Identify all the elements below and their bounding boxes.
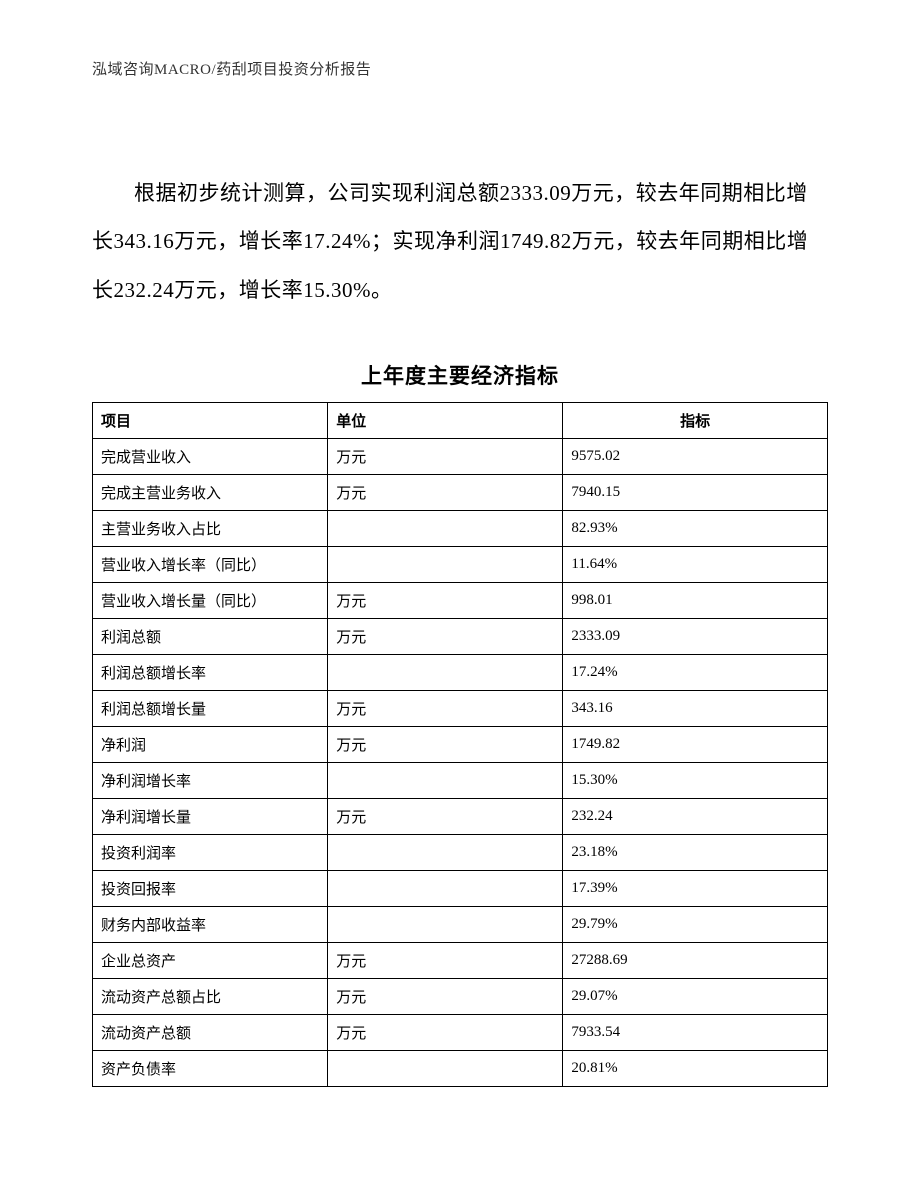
cell-item: 营业收入增长率（同比） (93, 546, 328, 582)
cell-indicator: 29.07% (563, 978, 828, 1014)
cell-indicator: 17.39% (563, 870, 828, 906)
cell-unit: 万元 (328, 618, 563, 654)
cell-unit: 万元 (328, 582, 563, 618)
summary-paragraph: 根据初步统计测算，公司实现利润总额2333.09万元，较去年同期相比增长343.… (92, 169, 828, 314)
page-container: 泓域咨询MACRO/药刮项目投资分析报告 根据初步统计测算，公司实现利润总额23… (0, 0, 920, 1191)
cell-unit: 万元 (328, 1014, 563, 1050)
cell-unit (328, 654, 563, 690)
cell-item: 财务内部收益率 (93, 906, 328, 942)
table-title: 上年度主要经济指标 (92, 360, 828, 390)
cell-indicator: 1749.82 (563, 726, 828, 762)
cell-indicator: 9575.02 (563, 438, 828, 474)
table-row: 完成营业收入 万元 9575.02 (93, 438, 828, 474)
table-header-row: 项目 单位 指标 (93, 402, 828, 438)
cell-item: 营业收入增长量（同比） (93, 582, 328, 618)
cell-unit (328, 762, 563, 798)
cell-item: 利润总额增长率 (93, 654, 328, 690)
col-header-indicator: 指标 (563, 402, 828, 438)
cell-unit: 万元 (328, 474, 563, 510)
cell-indicator: 29.79% (563, 906, 828, 942)
table-row: 利润总额增长率 17.24% (93, 654, 828, 690)
cell-item: 完成营业收入 (93, 438, 328, 474)
cell-unit (328, 870, 563, 906)
cell-item: 净利润增长量 (93, 798, 328, 834)
table-row: 利润总额增长量 万元 343.16 (93, 690, 828, 726)
cell-item: 净利润增长率 (93, 762, 328, 798)
col-header-item: 项目 (93, 402, 328, 438)
col-header-unit: 单位 (328, 402, 563, 438)
cell-unit: 万元 (328, 978, 563, 1014)
cell-indicator: 15.30% (563, 762, 828, 798)
table-row: 营业收入增长量（同比） 万元 998.01 (93, 582, 828, 618)
table-row: 营业收入增长率（同比） 11.64% (93, 546, 828, 582)
cell-unit (328, 1050, 563, 1086)
header-right: 药刮项目投资分析报告 (216, 62, 371, 78)
cell-unit: 万元 (328, 798, 563, 834)
cell-unit: 万元 (328, 690, 563, 726)
cell-indicator: 23.18% (563, 834, 828, 870)
cell-item: 流动资产总额占比 (93, 978, 328, 1014)
cell-unit (328, 510, 563, 546)
indicators-table: 项目 单位 指标 完成营业收入 万元 9575.02 完成主营业务收入 万元 7… (92, 402, 828, 1087)
cell-unit (328, 546, 563, 582)
cell-unit (328, 834, 563, 870)
table-row: 财务内部收益率 29.79% (93, 906, 828, 942)
cell-indicator: 232.24 (563, 798, 828, 834)
cell-item: 流动资产总额 (93, 1014, 328, 1050)
cell-indicator: 27288.69 (563, 942, 828, 978)
cell-indicator: 343.16 (563, 690, 828, 726)
table-body: 完成营业收入 万元 9575.02 完成主营业务收入 万元 7940.15 主营… (93, 438, 828, 1086)
cell-unit: 万元 (328, 942, 563, 978)
cell-item: 完成主营业务收入 (93, 474, 328, 510)
cell-item: 投资回报率 (93, 870, 328, 906)
table-row: 流动资产总额占比 万元 29.07% (93, 978, 828, 1014)
cell-item: 主营业务收入占比 (93, 510, 328, 546)
cell-unit (328, 906, 563, 942)
table-row: 资产负债率 20.81% (93, 1050, 828, 1086)
cell-indicator: 2333.09 (563, 618, 828, 654)
cell-indicator: 17.24% (563, 654, 828, 690)
table-row: 净利润增长量 万元 232.24 (93, 798, 828, 834)
table-row: 主营业务收入占比 82.93% (93, 510, 828, 546)
table-row: 企业总资产 万元 27288.69 (93, 942, 828, 978)
table-row: 流动资产总额 万元 7933.54 (93, 1014, 828, 1050)
cell-item: 企业总资产 (93, 942, 328, 978)
cell-item: 利润总额 (93, 618, 328, 654)
cell-item: 资产负债率 (93, 1050, 328, 1086)
table-row: 投资利润率 23.18% (93, 834, 828, 870)
cell-item: 利润总额增长量 (93, 690, 328, 726)
cell-item: 净利润 (93, 726, 328, 762)
cell-indicator: 998.01 (563, 582, 828, 618)
page-header: 泓域咨询MACRO/药刮项目投资分析报告 (92, 58, 828, 79)
table-row: 利润总额 万元 2333.09 (93, 618, 828, 654)
table-row: 投资回报率 17.39% (93, 870, 828, 906)
cell-unit: 万元 (328, 726, 563, 762)
cell-indicator: 7940.15 (563, 474, 828, 510)
header-left: 泓域咨询MACRO/ (92, 62, 216, 78)
table-row: 完成主营业务收入 万元 7940.15 (93, 474, 828, 510)
cell-item: 投资利润率 (93, 834, 328, 870)
cell-unit: 万元 (328, 438, 563, 474)
cell-indicator: 20.81% (563, 1050, 828, 1086)
table-row: 净利润 万元 1749.82 (93, 726, 828, 762)
table-row: 净利润增长率 15.30% (93, 762, 828, 798)
cell-indicator: 7933.54 (563, 1014, 828, 1050)
cell-indicator: 82.93% (563, 510, 828, 546)
cell-indicator: 11.64% (563, 546, 828, 582)
